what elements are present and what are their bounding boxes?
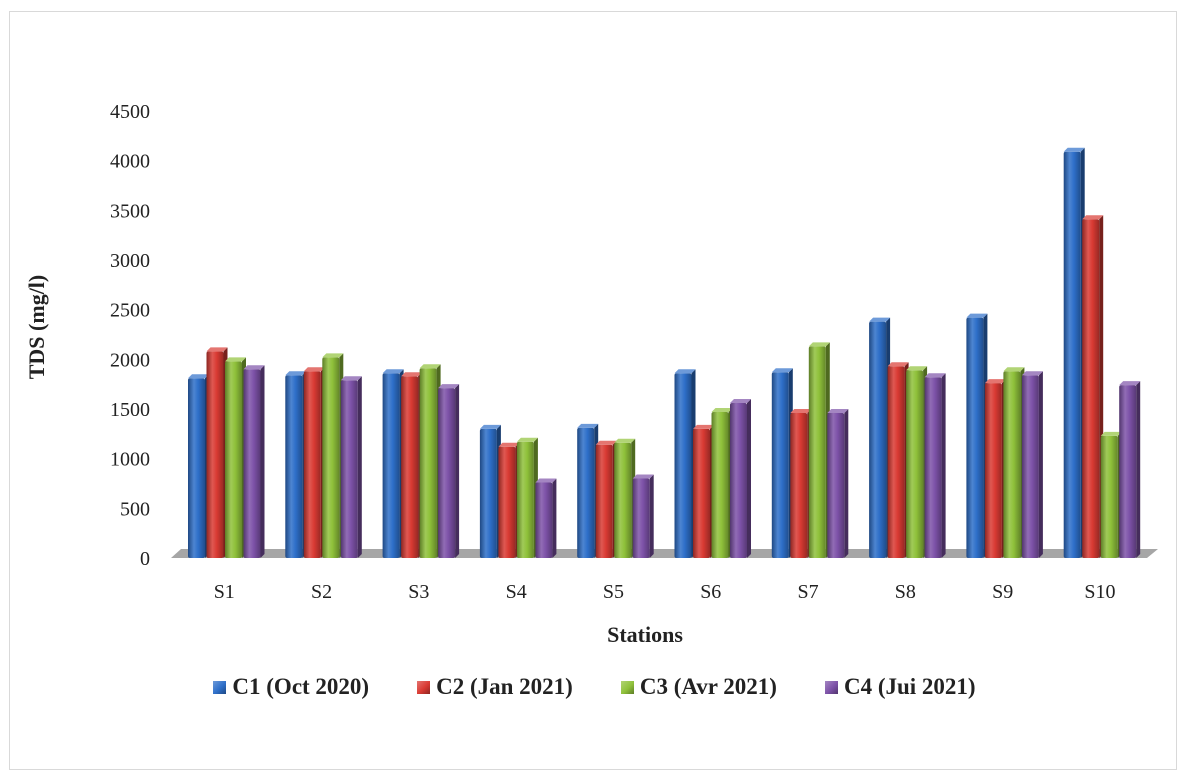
y-axis-title: TDS (mg/l): [24, 275, 49, 380]
bar-S4-s2: [498, 442, 520, 558]
legend-label: C1 (Oct 2020): [232, 674, 370, 699]
bar-S1-s1: [188, 374, 209, 558]
bar-S1-s4: [243, 365, 265, 558]
bar-S2-s3: [322, 353, 344, 558]
y-tick-label: 3000: [110, 250, 150, 272]
legend-item: C3 (Avr 2021): [620, 674, 777, 700]
legend-item: C4 (Jui 2021): [824, 674, 976, 700]
bar-S6-s4: [730, 399, 751, 558]
y-tick-label: 2000: [110, 349, 150, 371]
bar-S3-s2: [401, 372, 423, 558]
bar-S10-s4: [1119, 381, 1141, 558]
bar-S3-s4: [438, 384, 460, 558]
bar-S8-s1: [869, 317, 891, 558]
y-tick-label: 1500: [110, 399, 150, 421]
bar-S2-s2: [303, 367, 325, 558]
legend-swatch: [824, 680, 838, 694]
legend-swatch: [213, 680, 227, 694]
legend-item: C1 (Oct 2020): [213, 674, 369, 700]
y-tick-label: 0: [140, 548, 150, 570]
bar-S1-s2: [206, 347, 228, 558]
x-tick-label: S5: [603, 581, 624, 603]
bar-S9-s3: [1003, 367, 1025, 558]
bar-S5-s4: [632, 474, 654, 558]
x-axis-title: Stations: [607, 622, 683, 647]
legend-label: C4 (Jui 2021): [843, 674, 976, 699]
x-tick-label: S8: [895, 581, 916, 603]
bar-S7-s4: [827, 408, 849, 558]
bar-S6-s1: [674, 369, 696, 558]
bar-S6-s3: [711, 407, 733, 558]
bar-S2-s4: [340, 376, 362, 558]
legend-item: C2 (Jan 2021): [417, 674, 573, 700]
bar-S9-s4: [1021, 371, 1043, 558]
bar-S7-s1: [771, 368, 793, 558]
bar-S4-s3: [516, 437, 538, 558]
bar-S2-s1: [285, 371, 307, 558]
bar-S8-s3: [906, 366, 928, 558]
legend-swatch: [620, 680, 634, 694]
bar-S5-s2: [595, 440, 617, 558]
y-tick-label: 500: [120, 498, 150, 520]
x-tick-label: S6: [700, 581, 721, 603]
bar-S9-s2: [984, 379, 1006, 558]
bar-S6-s2: [693, 424, 714, 558]
x-tick-label: S1: [214, 581, 235, 603]
bar-S9-s1: [966, 313, 988, 558]
bar-S8-s4: [924, 373, 946, 558]
y-tick-label: 1000: [110, 449, 150, 471]
y-tick-label: 3500: [110, 200, 150, 222]
bar-S7-s3: [808, 342, 830, 558]
x-tick-label: S3: [408, 581, 429, 603]
bar-S10-s2: [1082, 215, 1104, 559]
x-tick-label: S4: [506, 581, 527, 603]
x-tick-label: S9: [992, 581, 1013, 603]
bar-S5-s3: [614, 438, 636, 558]
bar-S7-s2: [790, 408, 812, 558]
legend-label: C2 (Jan 2021): [436, 674, 573, 699]
legend-label: C3 (Avr 2021): [639, 674, 777, 699]
bar-S4-s4: [535, 478, 557, 558]
x-tick-label: S10: [1084, 581, 1115, 603]
x-tick-label: S7: [797, 581, 818, 603]
bar-S3-s3: [419, 364, 441, 558]
y-tick-label: 4500: [110, 101, 150, 123]
bar-S4-s1: [479, 424, 501, 558]
bar-S5-s1: [577, 423, 599, 558]
bar-S8-s2: [887, 362, 909, 558]
bar-S10-s1: [1063, 147, 1085, 558]
bar-S3-s1: [382, 369, 404, 558]
x-tick-label: S2: [311, 581, 332, 603]
legend-swatch: [417, 680, 431, 694]
bar-S1-s3: [225, 357, 246, 558]
bar-S10-s3: [1100, 431, 1122, 558]
y-tick-label: 2500: [110, 300, 150, 322]
legend: C1 (Oct 2020) C2 (Jan 2021) C3 (Avr 2021) C…: [0, 674, 1189, 700]
y-tick-label: 4000: [110, 151, 150, 173]
